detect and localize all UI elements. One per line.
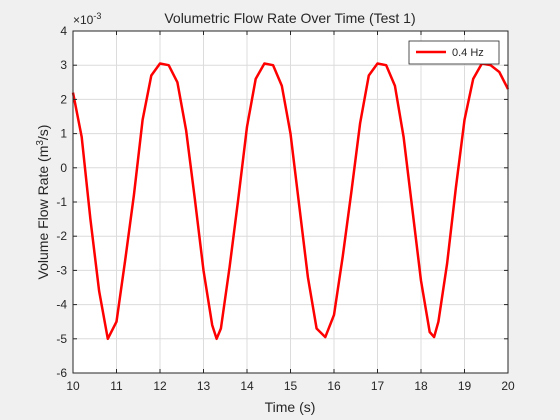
- x-tick-label: 14: [240, 379, 254, 393]
- x-tick-label: 18: [414, 379, 428, 393]
- x-axis-ticks: 10 11 12 13 14 15 16 17 18 19 20: [66, 31, 515, 393]
- y-axis-label: Volume Flow Rate (m3/s): [35, 125, 51, 280]
- y-axis-label-tail: /s): [35, 125, 51, 141]
- x-tick-label: 19: [458, 379, 472, 393]
- legend-label: 0.4 Hz: [452, 47, 484, 59]
- x-tick-label: 17: [371, 379, 385, 393]
- x-tick-label: 15: [284, 379, 298, 393]
- chart-title: Volumetric Flow Rate Over Time (Test 1): [164, 10, 415, 26]
- exponent-superscript: -3: [93, 11, 101, 21]
- x-tick-label: 12: [153, 379, 167, 393]
- x-tick-label: 11: [110, 379, 123, 393]
- x-tick-label: 13: [197, 379, 211, 393]
- x-tick-label: 10: [66, 379, 80, 393]
- y-tick-label: -3: [56, 263, 67, 277]
- legend-box: [408, 40, 500, 65]
- y-axis-label-superscript: 3: [35, 140, 46, 146]
- legend: 0.4 Hz: [408, 40, 500, 65]
- y-tick-label: -6: [56, 366, 67, 380]
- y-tick-label: 1: [60, 127, 67, 141]
- series-layer: [71, 62, 510, 341]
- x-axis-label: Time (s): [265, 399, 316, 415]
- y-tick-label: -2: [56, 229, 67, 243]
- series-line: [71, 62, 510, 341]
- y-tick-label: 4: [60, 24, 67, 38]
- x-tick-label: 16: [327, 379, 341, 393]
- y-axis-ticks: -6 -5 -4 -3 -2 -1 0 1 2 3 4: [56, 24, 508, 380]
- exponent-prefix: ×10: [73, 13, 94, 27]
- y-tick-label: 0: [60, 161, 67, 175]
- y-tick-label: 2: [60, 92, 67, 106]
- x-tick-label: 20: [501, 379, 515, 393]
- y-tick-label: -5: [56, 332, 67, 346]
- exponent-label: ×10-3: [73, 11, 101, 27]
- y-tick-label: -1: [56, 195, 67, 209]
- y-tick-label: 3: [60, 58, 67, 72]
- y-axis-label-base: Volume Flow Rate (m: [35, 146, 51, 280]
- y-tick-label: -4: [56, 298, 67, 312]
